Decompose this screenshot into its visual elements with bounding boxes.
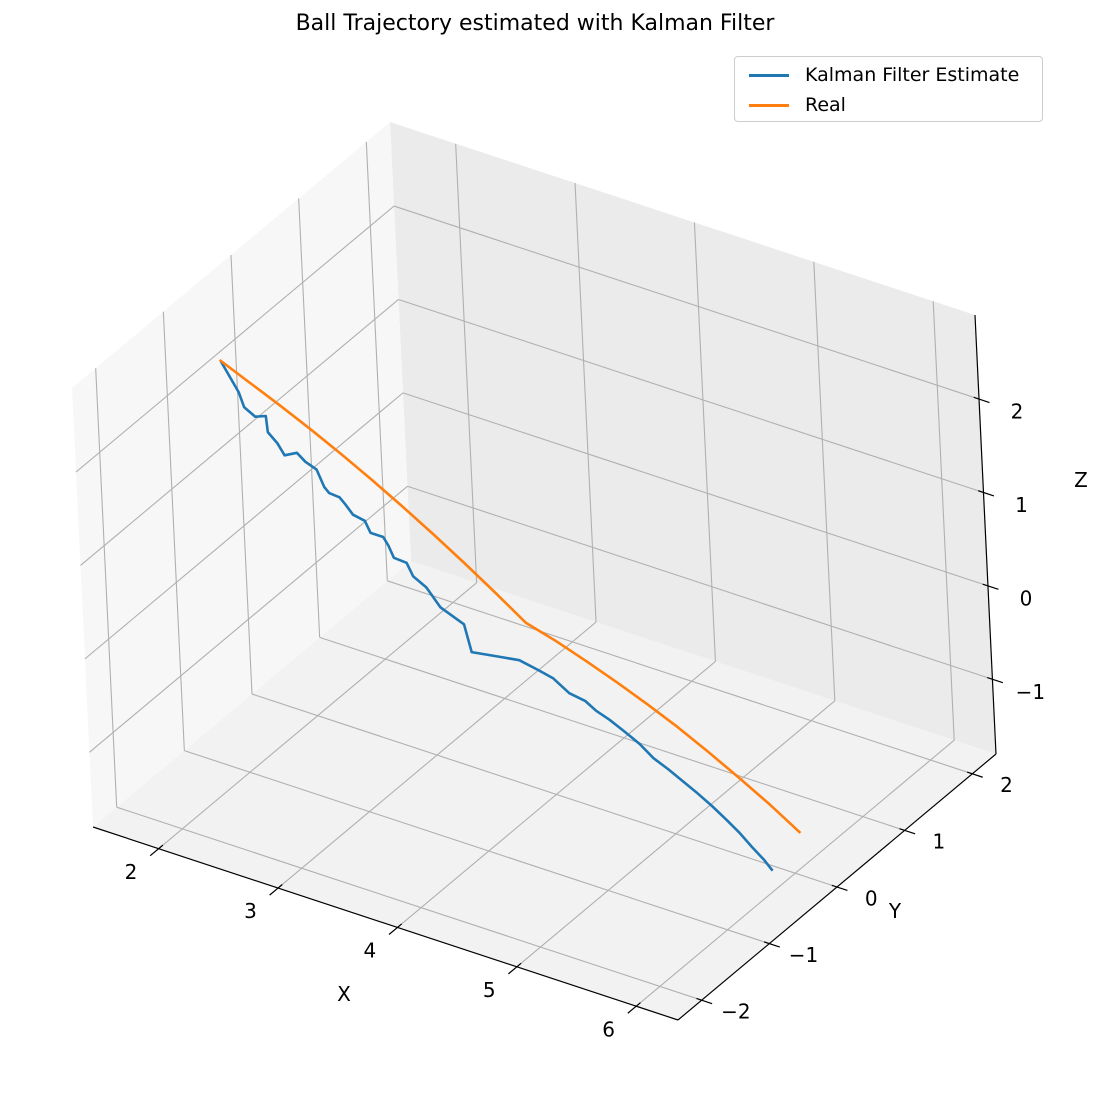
grid-line-z-back [393, 205, 980, 400]
legend-swatch-kalman [749, 73, 789, 77]
grid-line-y-floor [319, 636, 905, 831]
legend: Kalman Filter Estimate Real [734, 56, 1043, 122]
grid-line-x-back [813, 261, 836, 701]
z-tick-2-tick [973, 396, 990, 404]
y-tick-0-tick [831, 884, 848, 892]
grid-line-x-back [693, 222, 716, 662]
z-tick-0-tick [982, 583, 999, 590]
y-tick--2-tick [696, 997, 713, 1005]
y-axis-label: Y [888, 899, 902, 923]
grid-line-y-floor [184, 750, 770, 945]
grid-line-x-back [932, 301, 955, 741]
grid-line-z-back [407, 485, 993, 680]
y-tick--1-label: −1 [789, 943, 818, 967]
x-tick-3-tick [269, 884, 283, 896]
grid-line-y-left [95, 368, 118, 808]
grid-line-y-floor [251, 693, 838, 888]
x-tick-2-label: 2 [125, 860, 138, 884]
z-tick-1-label: 1 [1015, 493, 1028, 517]
x-tick-2-tick [149, 844, 164, 857]
z-axis-label: Z [1074, 468, 1088, 492]
y-tick--1-tick [763, 941, 780, 948]
x-tick-3-label: 3 [244, 899, 257, 923]
grid-line-z-back [402, 392, 989, 587]
grid-line-z-back [398, 298, 984, 493]
y-tick-2-label: 2 [1000, 773, 1013, 797]
grid-line-z-left [80, 299, 399, 566]
grid-line-z-left [75, 205, 395, 473]
legend-item-real: Real [735, 93, 846, 117]
z-tick-0-label: 0 [1020, 586, 1033, 610]
x-tick-4-label: 4 [363, 939, 376, 963]
series-line-real [218, 358, 802, 834]
grid-line-y-left [365, 141, 388, 581]
z-axis-line [974, 314, 997, 755]
legend-swatch-real [749, 103, 789, 107]
grid-line-y-floor [387, 580, 973, 775]
grid-line-z-left [89, 485, 408, 753]
y-tick-1-tick [899, 828, 916, 835]
series-line-kalman [219, 360, 774, 872]
legend-label-kalman: Kalman Filter Estimate [805, 64, 1020, 86]
x-tick-4-tick [388, 923, 403, 935]
x-tick-6-tick [627, 1002, 641, 1014]
chart-title: Ball Trajectory estimated with Kalman Fi… [295, 11, 775, 36]
series-lines [218, 358, 802, 872]
x-tick-5-label: 5 [483, 978, 496, 1002]
pane-back [390, 122, 996, 754]
legend-label-real: Real [805, 94, 846, 116]
grid-lines [75, 141, 993, 1007]
grid-line-y-left [230, 254, 253, 695]
x-tick-6-label: 6 [602, 1017, 615, 1041]
x-axis-line [92, 826, 679, 1021]
x-tick-5-tick [508, 962, 522, 975]
grid-line-z-left [84, 392, 404, 660]
z-tick--1-tick [987, 676, 1004, 684]
grid-line-x-back [574, 183, 597, 623]
grid-line-y-floor [116, 806, 702, 1001]
y-tick-0-label: 0 [865, 886, 878, 910]
grid-line-y-left [298, 198, 321, 638]
x-axis-label: X [337, 982, 351, 1006]
z-tick-2-label: 2 [1011, 400, 1024, 424]
grid-line-x-back [455, 143, 478, 583]
axis-panes [72, 122, 996, 1020]
y-tick--2-label: −2 [721, 999, 750, 1023]
z-tick--1-label: −1 [1016, 680, 1045, 704]
z-tick-1-tick [978, 490, 995, 497]
y-tick-2-tick [966, 771, 983, 778]
grid-line-y-left [162, 311, 185, 751]
legend-item-kalman: Kalman Filter Estimate [735, 63, 1019, 87]
axis-ticks: 2 3 4 5 6 −2 −1 0 1 2 −1 0 1 2 [125, 396, 1045, 1041]
y-tick-1-label: 1 [932, 830, 945, 854]
